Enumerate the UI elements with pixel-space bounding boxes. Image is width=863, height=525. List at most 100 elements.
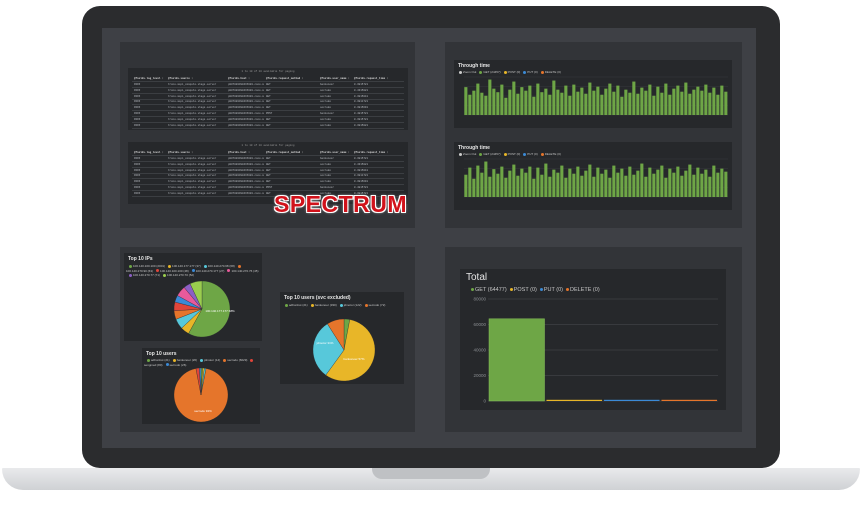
top-users-card: Top 10 users adhonbot (21) bankonoer (26)… <box>142 348 260 424</box>
legend-item[interactable]: 100.140.270.76 (45) <box>224 269 258 273</box>
legend-item[interactable]: GET (64477) <box>468 287 507 293</box>
legend-item[interactable]: DELETE (0) <box>538 152 561 156</box>
legend-label: GET (24457) <box>483 70 501 74</box>
table-cell: GET <box>266 174 271 178</box>
legend-item[interactable]: GET (24457) <box>476 70 501 74</box>
table-row[interactable]: INFO treno.mspi_compute.stage.server p0070… <box>132 88 404 94</box>
table-row[interactable]: INFO treno.mspi_compute.stage.server p0070… <box>132 117 404 123</box>
panel-log-tables: 1 to 10 of 10 available for paging @fiel… <box>120 42 415 228</box>
column-header[interactable]: @fields.host ↕ <box>228 151 250 154</box>
table-cell: p007020380415020.cone.m <box>228 112 264 115</box>
bar <box>464 87 468 115</box>
table-row[interactable]: INFO treno.mspi_compute.stage.server p0070… <box>132 191 404 197</box>
top-users-svc-pie[interactable]: jdmotor 31% bankonoer 57% <box>280 292 404 384</box>
column-header[interactable]: @fields.user_name ↕ <box>320 77 350 80</box>
table-caption: 1 to 10 of 10 available for paging <box>241 144 295 147</box>
legend-item[interactable]: 100.140.177.177 (37) <box>165 264 201 268</box>
table-row[interactable]: INFO treno.mspi_compute.stage.server p0070… <box>132 99 404 106</box>
column-header[interactable]: @fields.source ↕ <box>168 151 193 154</box>
legend-item[interactable]: secrodo (6629) <box>220 358 247 362</box>
legend-label: 100.140.100.100 (2001) <box>133 264 166 268</box>
table-cell: p007020380415020.cone.m <box>228 162 264 166</box>
column-header[interactable]: @fields.source ↕ <box>168 77 193 80</box>
legend-item[interactable]: Zoom Out <box>456 70 476 74</box>
legend-item[interactable]: adhonbot (21) <box>282 303 308 307</box>
through-time-chart-2[interactable] <box>458 157 728 205</box>
bar <box>480 172 484 197</box>
legend-label: bankonoer (26) <box>176 358 198 362</box>
bar <box>696 167 700 197</box>
top-ips-pie[interactable]: 100.140.177.177 68% <box>124 253 262 341</box>
column-header[interactable]: @fields.request_time ↕ <box>354 77 389 80</box>
legend-item[interactable]: 100.140.100.100 (2001) <box>126 264 165 268</box>
legend-item[interactable]: secrodo (26) <box>163 363 186 367</box>
legend-item[interactable]: DELETE (0) <box>538 70 561 74</box>
legend-item[interactable]: sengmed (80) <box>144 358 254 367</box>
spectrum-logo: SPECTRUM <box>274 191 408 217</box>
bar <box>524 90 528 115</box>
legend-label: PUT (0) <box>527 70 538 74</box>
y-tick-label: 20000 <box>473 373 486 378</box>
legend-item[interactable]: secrodo (72) <box>362 303 385 307</box>
legend-item[interactable]: PUT (0) <box>537 287 563 293</box>
column-header[interactable]: @fields.log_level ↕ <box>134 77 164 80</box>
table-row[interactable]: INFO treno.mspi_compute.stage.server p0070… <box>132 94 404 100</box>
table-cell: 0.3815021 <box>354 123 369 127</box>
table-cell: treno.mspi_compute.stage.server <box>168 191 217 195</box>
table-cell: bankonoer <box>320 83 335 86</box>
legend-item[interactable]: POST (0) <box>501 70 520 74</box>
bar <box>512 81 516 115</box>
table-row[interactable]: INFO treno.mspi_compute.stage.server p0070… <box>132 168 404 174</box>
table-row[interactable]: INFO treno.mspi_compute.stage.server p0070… <box>132 111 404 117</box>
table-row[interactable]: INFO treno.mspi_compute.stage.server p0070… <box>132 156 404 162</box>
table-row[interactable]: INFO treno.mspi_compute.stage.server p0070… <box>132 173 404 180</box>
column-header[interactable]: @fields.user_name ↕ <box>320 151 350 154</box>
legend-item[interactable]: POST (0) <box>501 152 520 156</box>
legend-swatch <box>479 152 483 156</box>
bar <box>656 169 660 197</box>
column-header[interactable]: @fields.request_time ↕ <box>354 151 389 154</box>
legend-item[interactable]: 100.140.270.177 (27) <box>189 269 224 273</box>
bar <box>556 89 560 115</box>
table-cell: p007020380415020.cone.m <box>228 123 264 127</box>
bar <box>668 168 672 197</box>
legend-item[interactable]: jdmotor (14) <box>197 358 220 362</box>
legend-item[interactable]: PUT (0) <box>520 152 538 156</box>
legend-item[interactable]: bankonoer (26) <box>170 358 197 362</box>
table-cell: treno.mspi_compute.stage.server <box>168 106 217 110</box>
table-cell: 0.3815691 <box>354 180 369 184</box>
legend-item[interactable]: POST (0) <box>507 287 537 293</box>
legend-item[interactable]: 100.140.270.68 (68) <box>201 264 235 268</box>
legend-item[interactable]: Zoom Out <box>456 152 476 156</box>
table-row[interactable]: INFO treno.mspi_compute.stage.server p0070… <box>132 123 404 129</box>
column-header[interactable]: @fields.host ↕ <box>228 77 250 80</box>
legend-item[interactable]: GET (24457) <box>476 152 501 156</box>
column-header[interactable]: @fields.request_method ↕ <box>266 77 304 80</box>
legend-swatch <box>191 269 195 273</box>
legend-item[interactable]: DELETE (0) <box>563 287 600 293</box>
bar-post <box>546 399 602 401</box>
column-header[interactable]: @fields.log_level ↕ <box>134 151 164 154</box>
legend-item[interactable]: 100.140.270.90 (63) <box>126 264 242 273</box>
table-row[interactable]: INFO treno.mspi_compute.stage.server p0070… <box>132 82 404 88</box>
table-row[interactable]: INFO treno.mspi_compute.stage.server p0070… <box>132 105 404 112</box>
legend-item[interactable]: jdmotor (122) <box>337 303 362 307</box>
bar <box>508 170 512 197</box>
chart-title: Through time <box>458 145 490 151</box>
total-bar-chart[interactable]: 80000 60000 40000 20000 0 <box>460 269 726 410</box>
legend-item[interactable]: PUT (0) <box>520 70 538 74</box>
column-header[interactable]: @fields.request_method ↕ <box>266 151 304 154</box>
legend-item[interactable]: 100.140.270.70 (52) <box>160 273 194 277</box>
table-row[interactable]: INFO treno.mspi_compute.stage.server p0070… <box>132 162 404 168</box>
legend-item[interactable]: 100.140.100.100 (48) <box>153 269 189 273</box>
table-row[interactable]: INFO treno.mspi_compute.stage.server p0070… <box>132 185 404 191</box>
pie-slice <box>189 280 203 310</box>
top-users-pie[interactable]: secrodo 94% <box>142 348 260 424</box>
table-row[interactable]: INFO treno.mspi_compute.stage.server p0070… <box>132 179 404 186</box>
legend-item[interactable]: bankonoer (330) <box>308 303 337 307</box>
bar <box>548 176 552 197</box>
legend-item[interactable]: adhonbot (21) <box>144 358 170 362</box>
through-time-chart-1[interactable] <box>458 75 728 123</box>
legend-item[interactable]: 100.140.270.77 (71) <box>126 273 160 277</box>
slice-label: bankonoer 57% <box>343 357 364 361</box>
